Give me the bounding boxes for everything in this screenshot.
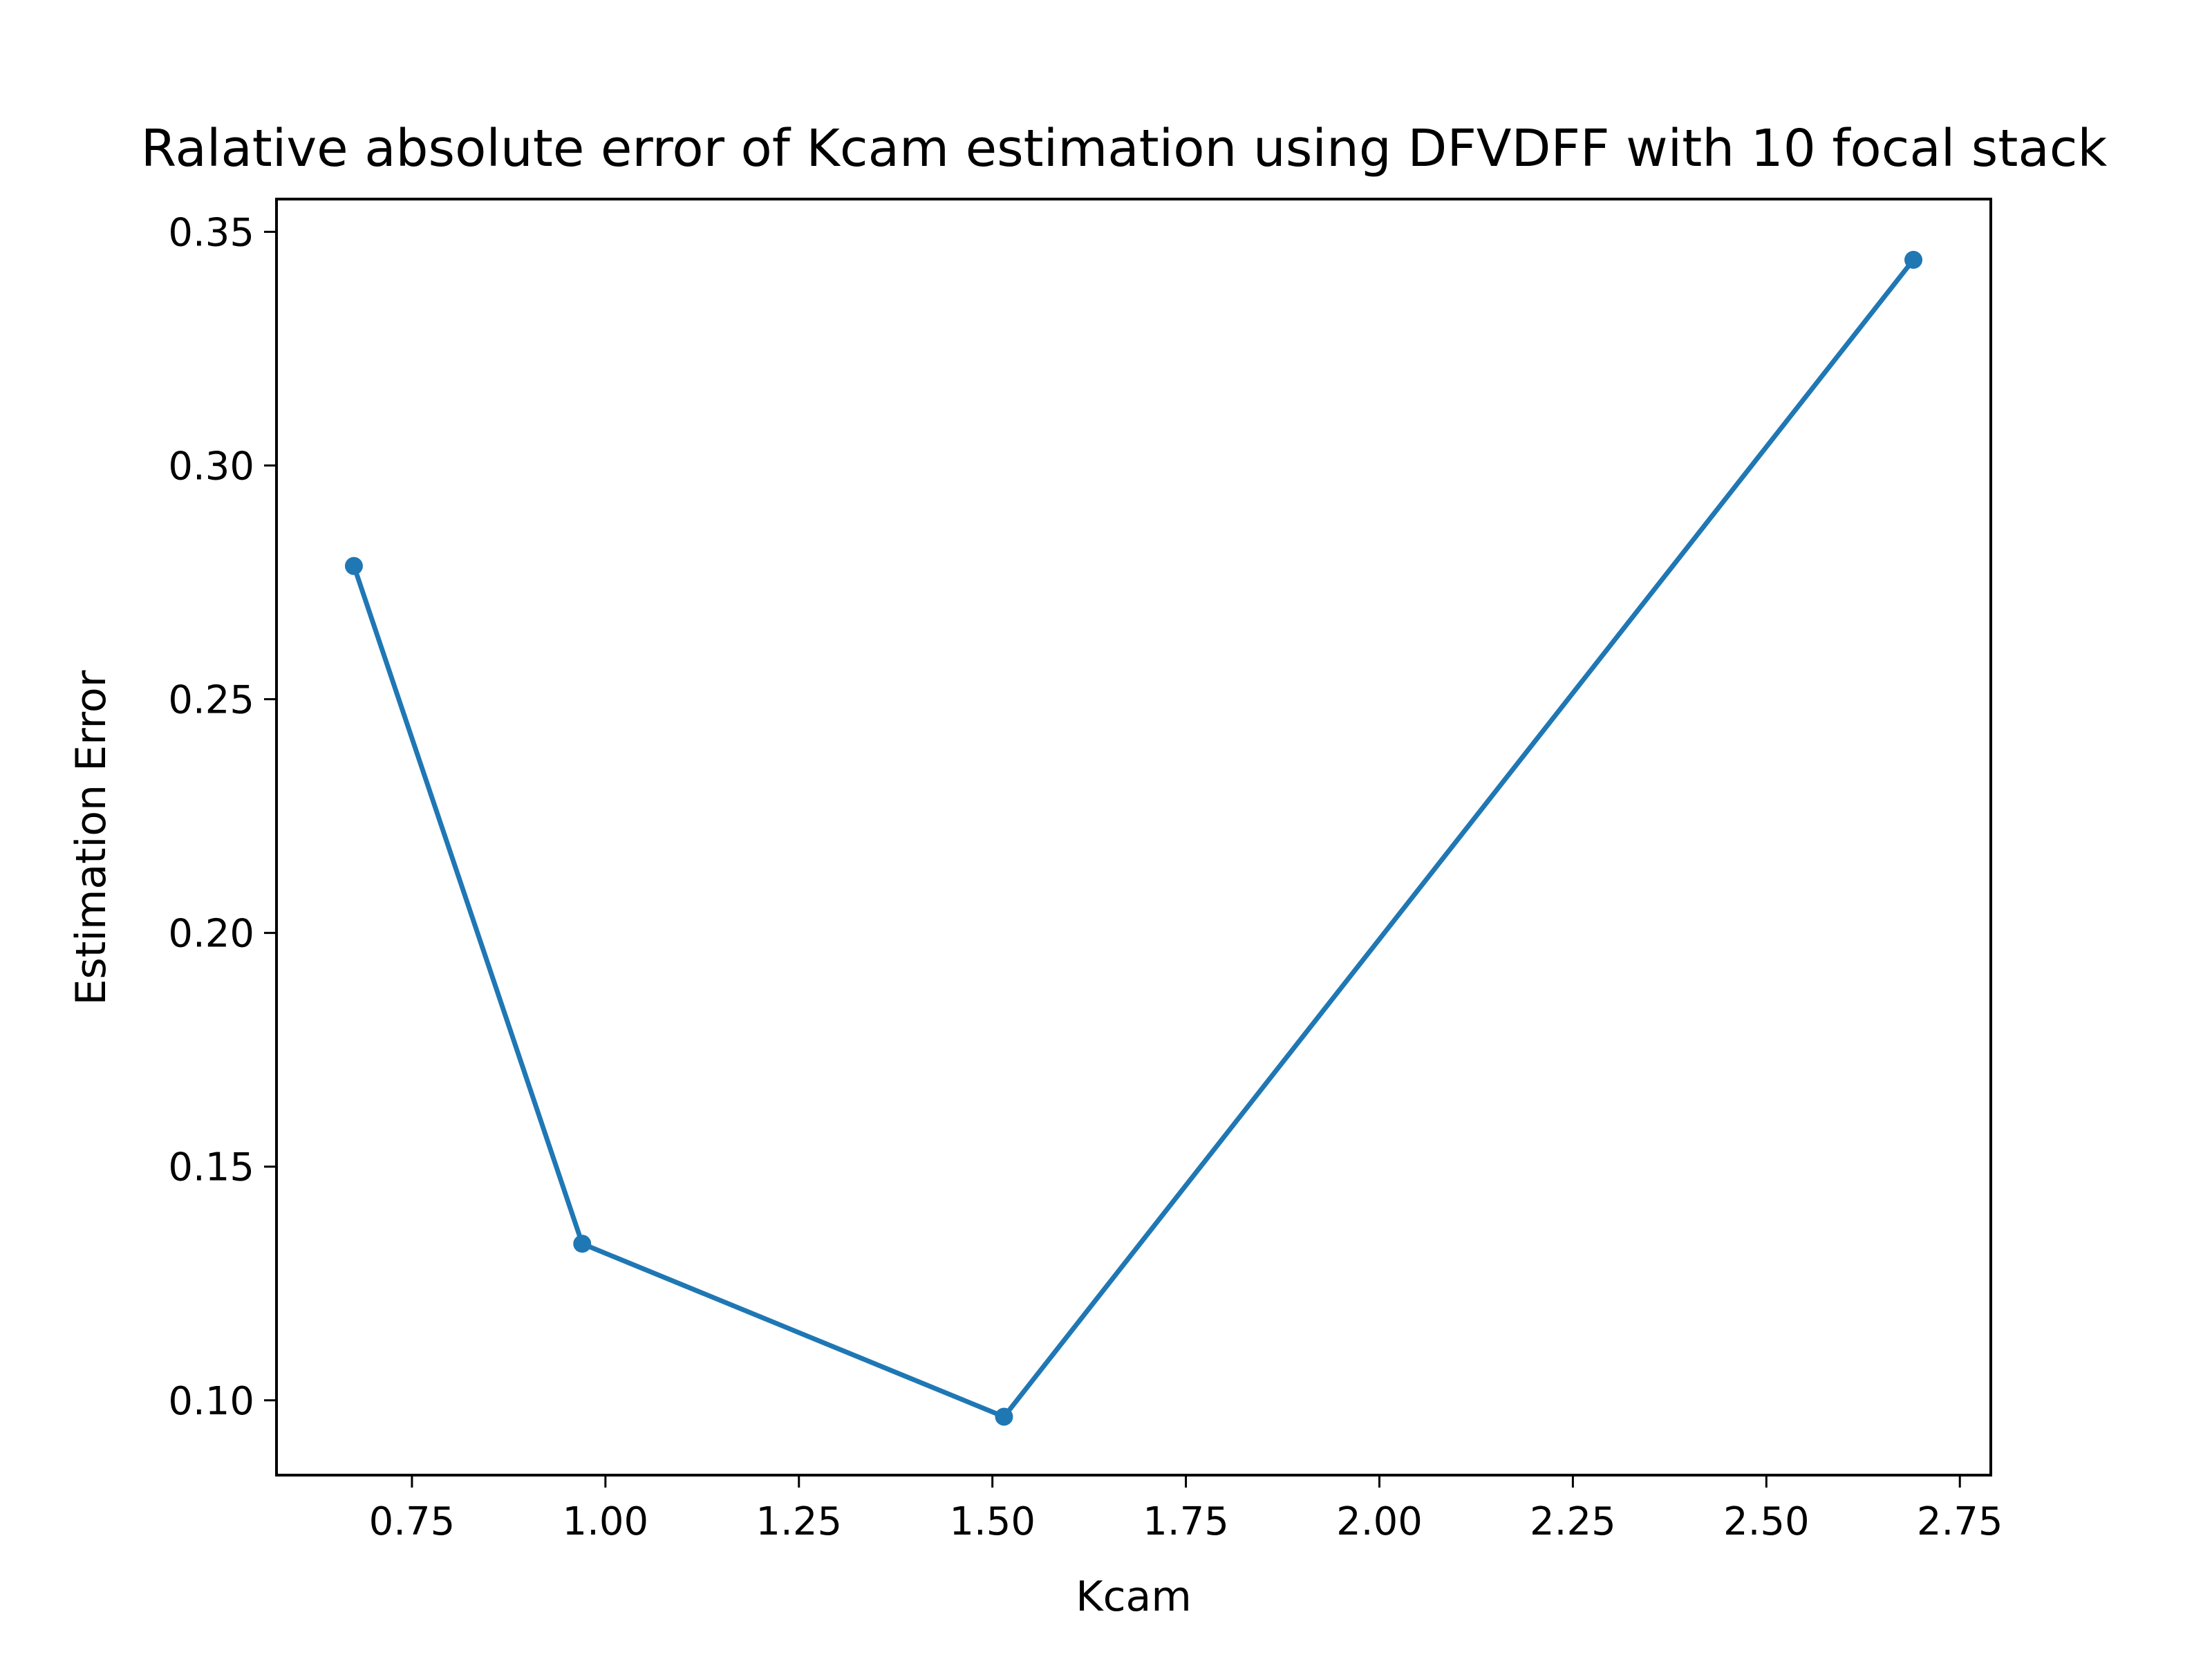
data-point xyxy=(573,1235,592,1253)
plot-area-frame xyxy=(275,198,1992,1477)
series-line xyxy=(351,257,1916,1419)
x-tick-label: 2.50 xyxy=(1723,1499,1810,1544)
y-axis: 0.10 0.15 0.20 0.25 0.30 0.35 xyxy=(168,210,276,1424)
chart-title: Ralative absolute error of Kcam estimati… xyxy=(141,119,2108,178)
data-point xyxy=(344,556,363,575)
data-point xyxy=(1904,250,1923,269)
x-axis-title: Kcam xyxy=(1076,1573,1192,1621)
x-tick-label: 2.25 xyxy=(1530,1499,1616,1544)
x-tick-label: 1.50 xyxy=(949,1499,1035,1544)
x-tick-label: 1.00 xyxy=(563,1499,649,1544)
y-tick-label: 0.35 xyxy=(168,210,254,255)
x-axis: 0.75 1.00 1.25 1.50 1.75 2.00 2.25 2.50 2.75 xyxy=(369,1475,2003,1544)
series-layer xyxy=(344,250,1923,1426)
data-point xyxy=(995,1407,1013,1426)
y-tick-label: 0.15 xyxy=(168,1145,254,1190)
x-tick-label: 2.75 xyxy=(1917,1499,2003,1544)
x-tick-label: 0.75 xyxy=(369,1499,456,1544)
y-tick-label: 0.30 xyxy=(168,444,254,489)
y-tick-label: 0.25 xyxy=(168,678,254,723)
y-tick-label: 0.20 xyxy=(168,912,254,957)
y-tick-label: 0.10 xyxy=(168,1379,254,1424)
y-axis-title: Estimation Error xyxy=(67,670,115,1005)
x-tick-label: 2.00 xyxy=(1336,1499,1423,1544)
x-tick-label: 1.25 xyxy=(756,1499,842,1544)
x-tick-label: 1.75 xyxy=(1143,1499,1229,1544)
